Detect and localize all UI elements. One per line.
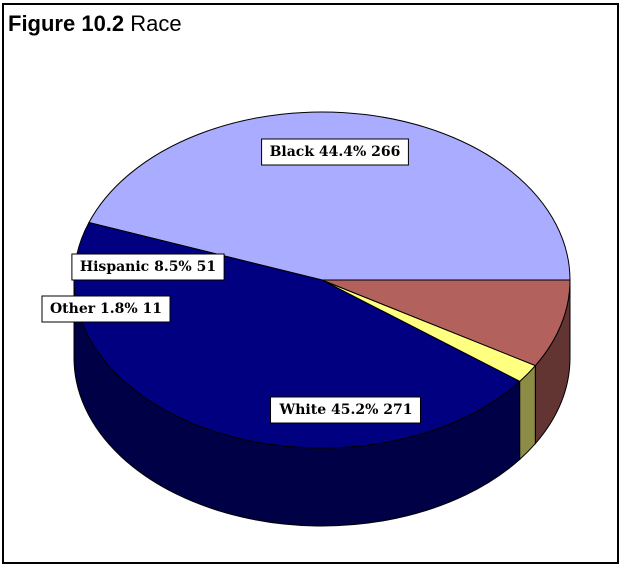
data-label-box — [261, 138, 409, 166]
data-label-box — [71, 253, 225, 281]
figure-title-text: Race — [130, 11, 182, 36]
data-label-white: White 45.2% 271 — [270, 396, 421, 424]
data-label-black: Black 44.4% 266 — [261, 138, 409, 166]
data-label-box — [270, 396, 421, 424]
pie-slice-hispanic — [321, 279, 571, 367]
data-label-other: Other 1.8% 11 — [41, 295, 171, 323]
data-label-hispanic: Hispanic 8.5% 51 — [71, 253, 225, 281]
data-label-text: Black 44.4% 266 — [270, 144, 401, 160]
data-label-text: Hispanic 8.5% 51 — [80, 259, 216, 275]
data-label-text: White 45.2% 271 — [279, 402, 413, 418]
figure-title: Figure 10.2 Race — [8, 11, 182, 37]
data-label-text: Other 1.8% 11 — [50, 301, 162, 317]
figure-number: Figure 10.2 — [8, 11, 125, 36]
data-label-box — [41, 295, 171, 323]
pie-slice-black — [88, 111, 571, 281]
pie-labels: Black 44.4% 266 White 45.2% 271 Other 1.8%… — [41, 138, 421, 424]
